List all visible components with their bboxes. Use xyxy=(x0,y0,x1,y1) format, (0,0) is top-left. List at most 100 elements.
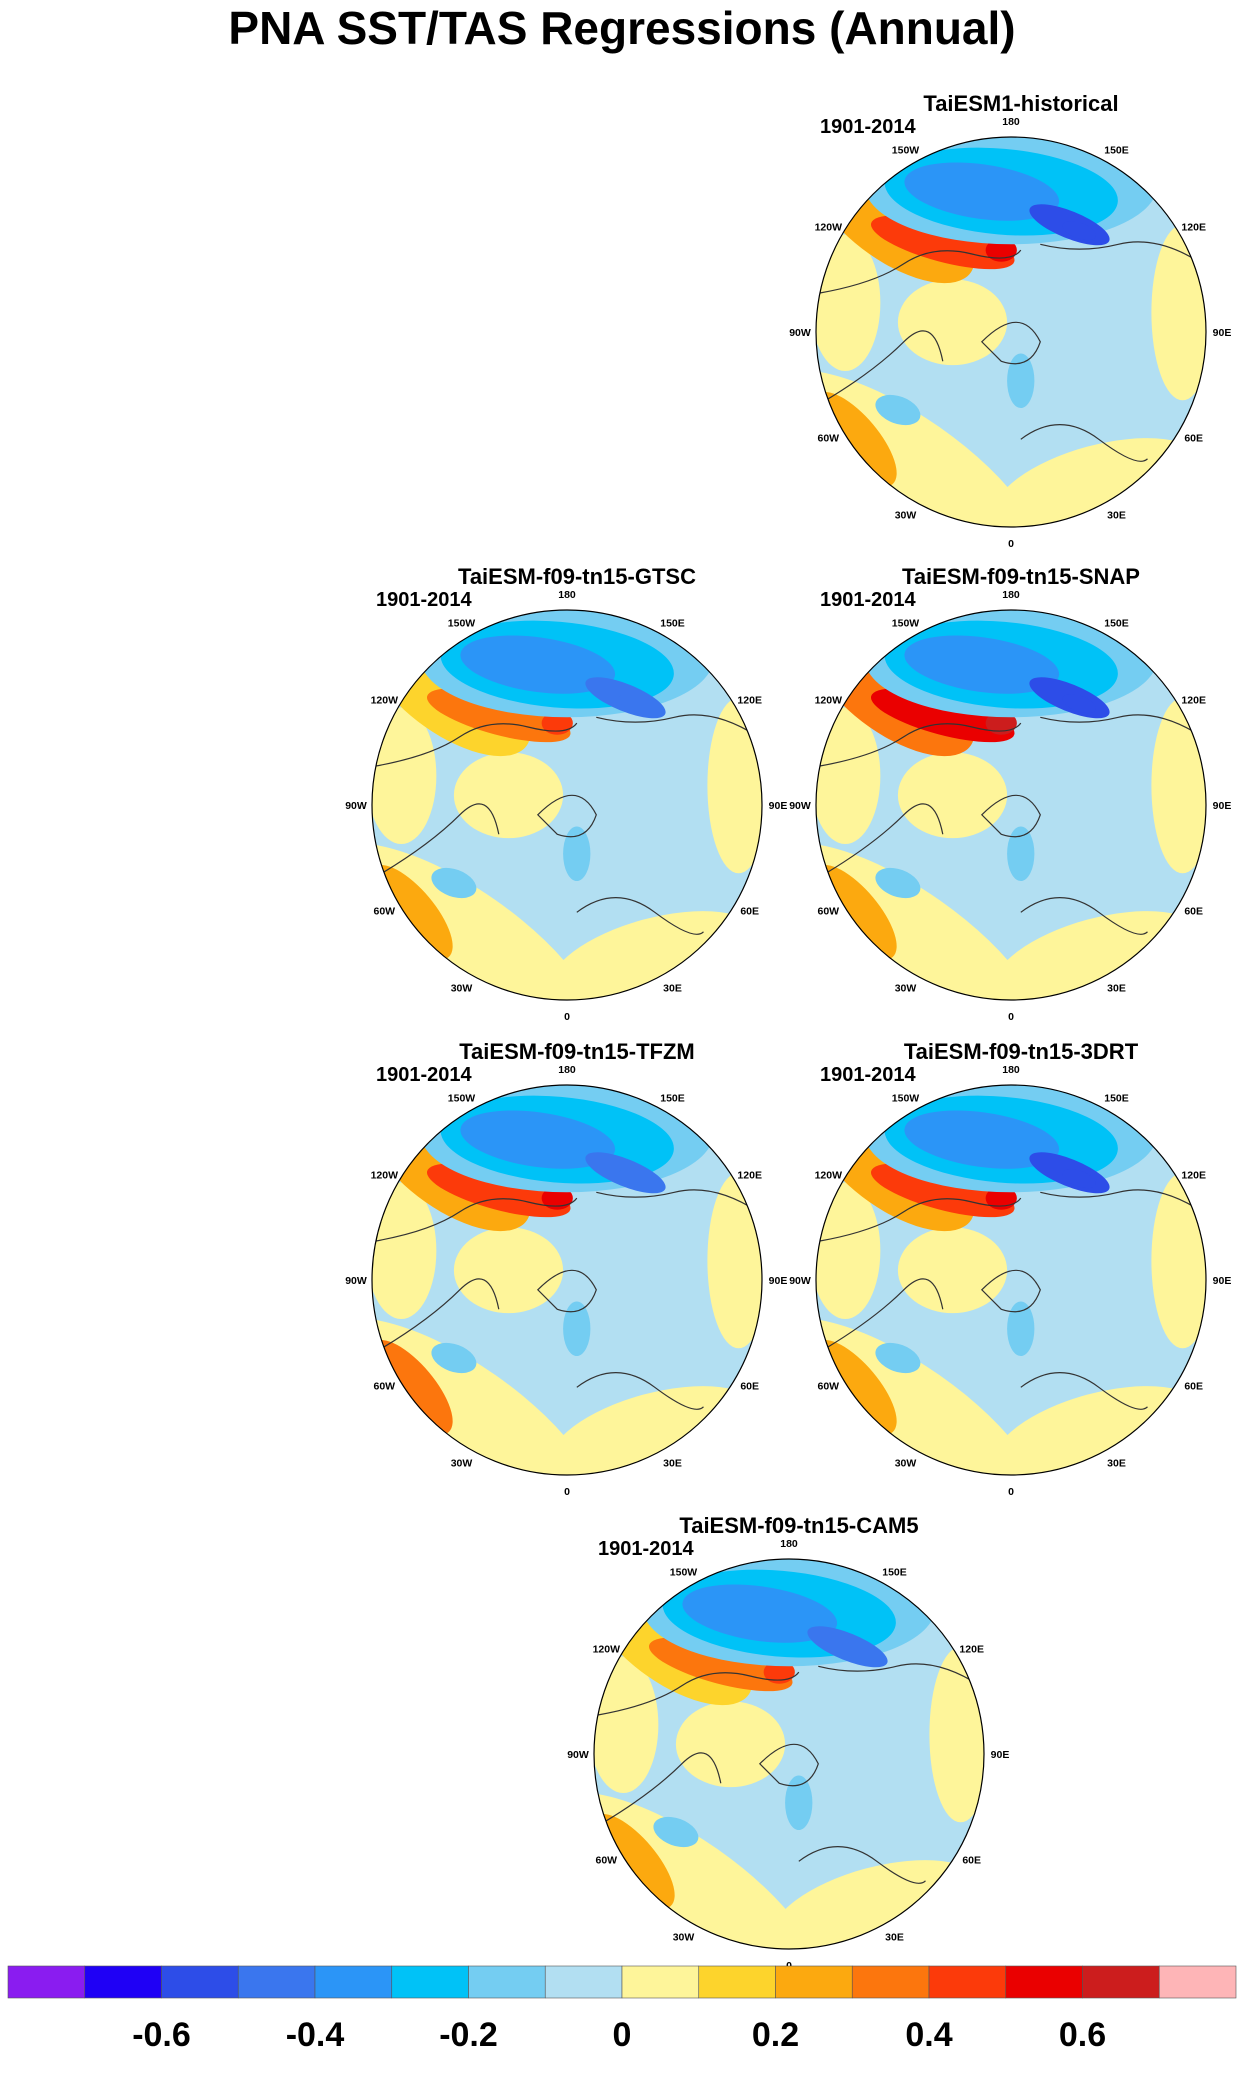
longitude-label: 150E xyxy=(660,1092,685,1104)
colorbar-swatch xyxy=(1082,1965,1160,1999)
east-america-coast xyxy=(381,1278,500,1349)
map-panels: TaiESM1-historical 1901-2014 180 150E 120E 90… xyxy=(345,91,1232,1972)
asia-coast xyxy=(596,714,759,738)
east-america-coast xyxy=(825,803,944,874)
longitude-label: 60E xyxy=(962,1855,981,1867)
north-america-coast xyxy=(819,722,1022,767)
longitude-label: 60W xyxy=(818,433,840,445)
longitude-label: 60E xyxy=(1184,906,1203,918)
longitude-label: 30W xyxy=(895,510,917,522)
longitude-label: 150W xyxy=(892,617,920,629)
greenland-coast xyxy=(536,794,597,838)
longitude-label: 30E xyxy=(663,983,682,995)
longitude-label: 60E xyxy=(1184,433,1203,445)
canada-warm-region xyxy=(897,1227,1008,1314)
longitude-label: 90W xyxy=(789,1275,811,1287)
colorbar-tick-label: 0.6 xyxy=(1059,2016,1106,2054)
colorbar-swatch xyxy=(391,1965,469,1999)
longitude-label: 30W xyxy=(451,1458,473,1470)
colorbar-swatch xyxy=(851,1965,930,1999)
greenland-coast xyxy=(758,1743,819,1787)
colorbar-swatch xyxy=(1005,1965,1083,1999)
longitude-label: 120E xyxy=(1181,1170,1206,1182)
longitude-label: 60W xyxy=(596,1855,618,1867)
north-america-coast xyxy=(597,1671,800,1716)
longitude-label: 180 xyxy=(780,1538,798,1550)
longitude-label: 30E xyxy=(663,1458,682,1470)
pacific-cold-inner xyxy=(460,1110,616,1169)
longitude-label: 30W xyxy=(451,983,473,995)
map-border xyxy=(593,1558,985,1950)
longitude-label: 30W xyxy=(895,983,917,995)
longitude-label: 30E xyxy=(1107,510,1126,522)
europe-coast xyxy=(576,1372,704,1410)
map-panel: TaiESM1-historical 1901-2014 180 150E 120E 90… xyxy=(789,91,1231,550)
map-border xyxy=(371,1084,763,1476)
regression-field xyxy=(372,610,762,1000)
okhotsk-cold-peak xyxy=(1062,221,1096,241)
colorbar-swatch xyxy=(468,1965,546,1999)
longitude-label: 120E xyxy=(1181,222,1206,234)
bering-warm-spot xyxy=(541,1186,573,1210)
longitude-label: 120W xyxy=(593,1644,621,1656)
canada-warm-region xyxy=(897,279,1008,366)
longitude-label: 120W xyxy=(815,695,843,707)
panel-title: TaiESM-f09-tn15-GTSC xyxy=(458,564,696,589)
longitude-label: 150E xyxy=(1104,144,1129,156)
bering-warm-spot xyxy=(763,1660,795,1684)
coastlines xyxy=(375,714,759,935)
asia-coast xyxy=(1040,1189,1203,1213)
asia-coast xyxy=(596,1189,759,1213)
atlantic-cold-spot xyxy=(431,867,477,899)
north-america-coast xyxy=(819,249,1022,294)
colorbar-swatch xyxy=(775,1965,853,1999)
longitude-label: 30E xyxy=(1107,983,1126,995)
greenland-coast xyxy=(980,794,1041,838)
longitude-label: 60E xyxy=(740,1381,759,1393)
pacific-edge-warm xyxy=(372,707,437,844)
longitude-label: 120W xyxy=(815,222,843,234)
longitude-label: 30W xyxy=(895,1458,917,1470)
longitude-label: 150W xyxy=(670,1566,698,1578)
pacific-cold-inner xyxy=(460,635,616,694)
atlantic-cold-spot xyxy=(653,1816,699,1848)
coastlines xyxy=(819,1189,1203,1410)
longitude-label: 90E xyxy=(769,1275,788,1287)
europe-coast xyxy=(1020,424,1148,462)
longitude-label: 90W xyxy=(567,1749,589,1761)
longitude-label: 90E xyxy=(1213,1275,1232,1287)
map-border xyxy=(815,136,1207,528)
panel-period: 1901-2014 xyxy=(376,1064,473,1086)
atlantic-cold-spot xyxy=(875,867,921,899)
longitude-label: 60W xyxy=(374,906,396,918)
okhotsk-cold-peak xyxy=(840,1643,874,1663)
pacific-edge-warm xyxy=(816,1182,881,1319)
longitude-label: 30W xyxy=(673,1932,695,1944)
europe-coast xyxy=(798,1846,926,1884)
longitude-label: 120W xyxy=(815,1170,843,1182)
east-america-coast xyxy=(825,330,944,401)
longitude-label: 180 xyxy=(1002,116,1020,128)
longitude-label: 0 xyxy=(564,1011,570,1023)
colorbar-swatch xyxy=(7,1965,86,1999)
colorbar: -0.6 -0.4 -0.2 0 0.2 0.4 0.6 xyxy=(7,1965,1237,2054)
panel-title: TaiESM-f09-tn15-TFZM xyxy=(459,1039,694,1064)
longitude-label: 0 xyxy=(1008,1486,1014,1498)
bering-warm-spot xyxy=(985,711,1017,735)
panel-period: 1901-2014 xyxy=(376,589,473,611)
longitude-label: 120E xyxy=(737,1170,762,1182)
longitude-label: 0 xyxy=(1008,538,1014,550)
greenland-sea-cold-spot xyxy=(785,1775,813,1831)
longitude-label: 90E xyxy=(769,800,788,812)
longitude-label: 120E xyxy=(737,695,762,707)
longitude-label: 60W xyxy=(818,1381,840,1393)
coastlines xyxy=(375,1189,759,1410)
canada-warm-region xyxy=(897,752,1008,839)
pacific-cold-inner xyxy=(904,635,1060,694)
longitude-label: 30E xyxy=(1107,1458,1126,1470)
longitude-label: 180 xyxy=(558,1064,576,1076)
colorbar-tick-label: -0.2 xyxy=(439,2016,498,2054)
longitude-label: 150W xyxy=(448,617,476,629)
longitude-label: 60E xyxy=(1184,1381,1203,1393)
